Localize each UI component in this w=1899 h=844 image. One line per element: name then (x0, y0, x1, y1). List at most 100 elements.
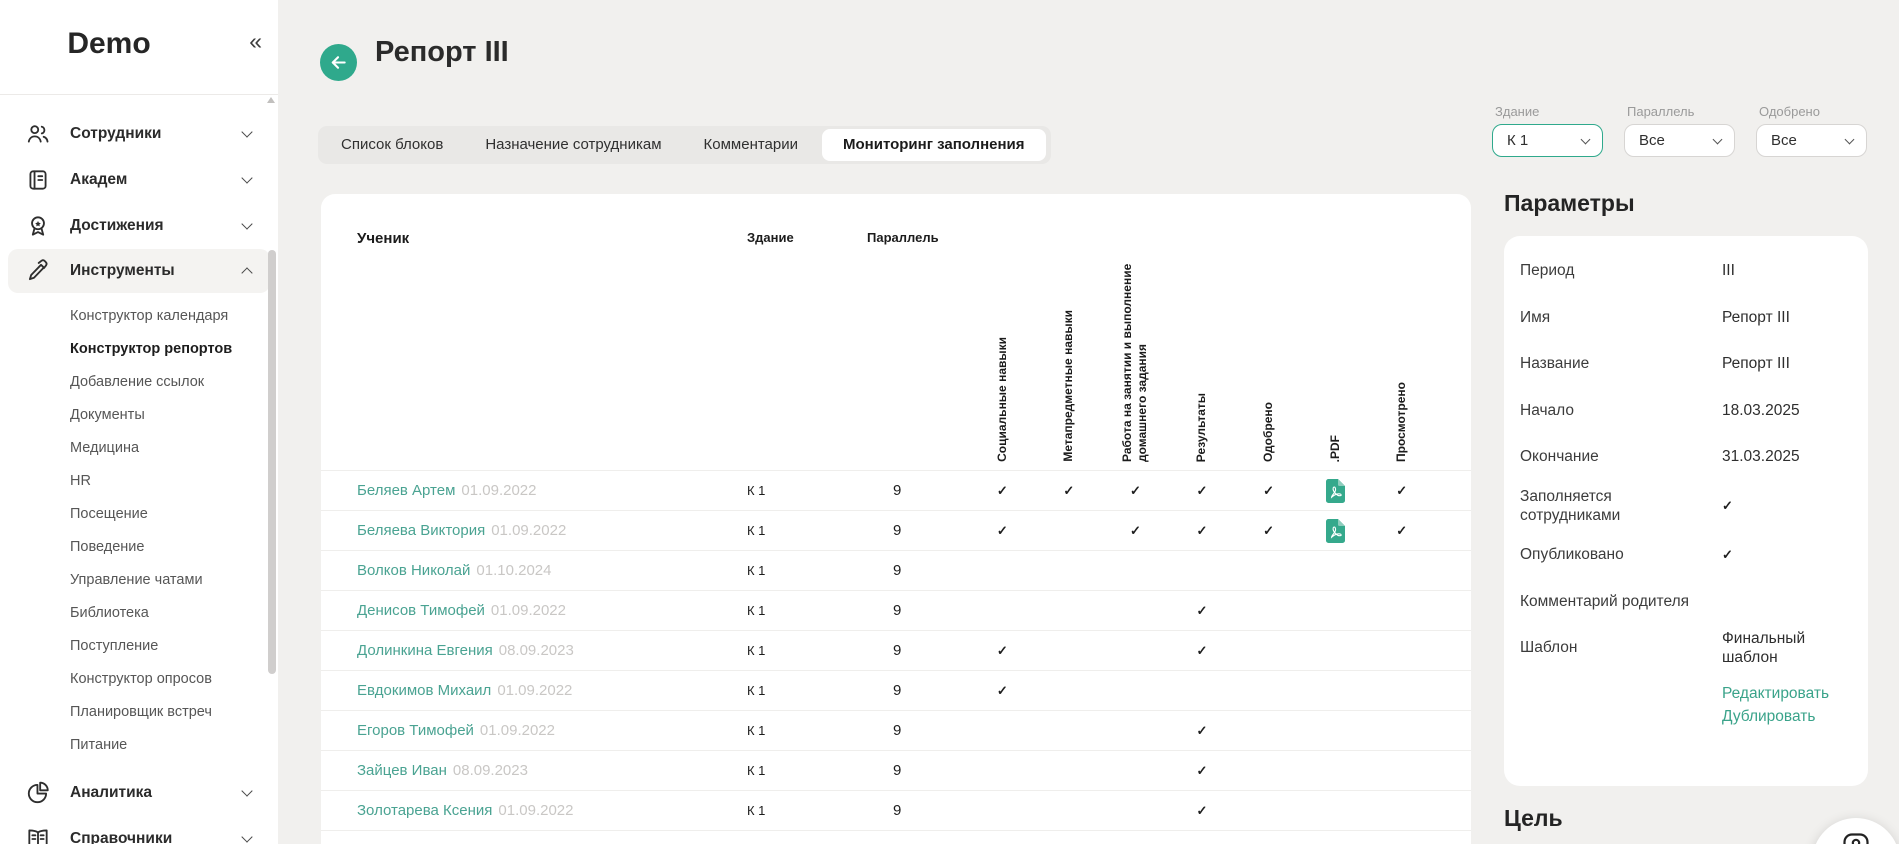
check-cell: ✓ (1169, 722, 1236, 740)
param-row: Название Репорт III (1520, 341, 1848, 388)
sidebar-subitem[interactable]: Медицина (70, 440, 140, 456)
param-action-link[interactable]: Дублировать (1722, 707, 1816, 725)
check-cell: ✓ (1036, 482, 1103, 500)
column-header-rotated: Метапредметные навыки (1036, 194, 1103, 470)
building-cell: К 1 (747, 683, 766, 698)
student-name-link[interactable]: Егоров Тимофей (357, 722, 474, 739)
sidebar-subitem[interactable]: HR (70, 473, 91, 489)
enrollment-date: 01.09.2022 (498, 802, 574, 819)
enrollment-date: 01.09.2022 (490, 602, 566, 619)
viewed-cell: ✓ (1368, 482, 1435, 500)
tab[interactable]: Мониторинг заполнения (822, 129, 1046, 161)
tab[interactable]: Список блоков (341, 136, 444, 153)
param-row: Период III (1520, 248, 1848, 295)
sidebar-item-employees[interactable]: Сотрудники (0, 111, 278, 157)
scrollbar-up-arrow[interactable] (267, 97, 275, 103)
check-cell: ✓ (969, 482, 1036, 500)
table-body: Беляев Артем 01.09.2022 К 1 9 ✓ ✓ ✓ ✓ ✓ ✓ Беляева … (321, 470, 1471, 844)
param-value: 31.03.2025 (1722, 448, 1800, 466)
checkmark-icon: ✓ (1196, 802, 1208, 818)
pdf-file-icon[interactable] (1325, 518, 1345, 543)
pdf-file-icon[interactable] (1325, 478, 1345, 503)
sidebar-item-label: Академ (70, 171, 128, 188)
sidebar-collapse-button[interactable]: « (249, 28, 262, 54)
table-row: Денисов Тимофей 01.09.2022 К 1 9 ✓ (321, 590, 1471, 630)
checkmark-icon: ✓ (1263, 482, 1275, 498)
param-action-link[interactable]: Редактировать (1722, 684, 1830, 702)
sidebar-subitem[interactable]: Конструктор опросов (70, 671, 212, 687)
filter-select[interactable]: Все (1756, 124, 1867, 157)
building-cell: К 1 (747, 483, 766, 498)
sidebar-subitem[interactable]: Посещение (70, 506, 148, 522)
student-name-link[interactable]: Волков Николай (357, 562, 471, 579)
tools-submenu: Конструктор календаря Конструктор репорто… (0, 293, 278, 770)
sidebar-subitem[interactable]: Добавление ссылок (70, 374, 205, 390)
back-button[interactable] (320, 44, 357, 81)
sidebar-item-label: Сотрудники (70, 125, 162, 142)
sidebar-subitem[interactable]: Конструктор календаря (70, 308, 229, 324)
checkmark-icon: ✓ (1396, 482, 1408, 498)
sidebar-item-academ[interactable]: Академ (0, 157, 278, 203)
student-name-link[interactable]: Иванов Тимофей (357, 842, 477, 844)
param-label: Начало (1520, 401, 1575, 419)
checkmark-icon: ✓ (1129, 482, 1141, 498)
param-row: Имя Репорт III (1520, 295, 1848, 342)
parallel-cell: 9 (893, 602, 902, 619)
sidebar-item-analytics[interactable]: Аналитика (0, 770, 278, 816)
sidebar-item-directories[interactable]: Справочники (0, 816, 278, 844)
student-name-link[interactable]: Долинкина Евгения (357, 642, 493, 659)
student-name-link[interactable]: Денисов Тимофей (357, 602, 485, 619)
column-header-parallel: Параллель (867, 230, 939, 245)
student-name-link[interactable]: Золотарева Ксения (357, 802, 493, 819)
table-row: Евдокимов Михаил 01.09.2022 К 1 9 ✓ (321, 670, 1471, 710)
sidebar-nav: Сотрудники Академ Достижения Инструменты… (0, 95, 278, 844)
support-chat-button[interactable] (1812, 818, 1899, 844)
sidebar-item-achievements[interactable]: Достижения (0, 203, 278, 249)
student-cell: Волков Николай 01.10.2024 (357, 562, 747, 579)
tab[interactable]: Назначение сотрудникам (485, 136, 662, 153)
sidebar-subitem[interactable]: Управление чатами (70, 572, 203, 588)
filter-select[interactable]: Все (1624, 124, 1735, 157)
param-label: Период (1520, 262, 1575, 280)
sidebar-subitem[interactable]: Поступление (70, 638, 159, 654)
checkmark-icon: ✓ (996, 482, 1008, 498)
check-cell: ✓ (1235, 482, 1302, 500)
checkmark-icon: ✓ (1396, 522, 1408, 538)
param-row: Заполняется сотрудниками ✓ (1520, 481, 1848, 533)
param-label: Заполняется сотрудниками (1520, 487, 1621, 525)
building-cell: К 1 (747, 523, 766, 538)
sidebar-subitem[interactable]: Документы (70, 407, 145, 423)
student-cell: Золотарева Ксения 01.09.2022 (357, 802, 747, 819)
building-cell: К 1 (747, 603, 766, 618)
student-name-link[interactable]: Зайцев Иван (357, 762, 447, 779)
checkmark-icon: ✓ (1196, 602, 1208, 618)
column-header-rotated: Социальные навыки (969, 194, 1036, 470)
student-name-link[interactable]: Беляева Виктория (357, 522, 486, 539)
table-row: Долинкина Евгения 08.09.2023 К 1 9 ✓ ✓ (321, 630, 1471, 670)
checkmark-icon: ✓ (1196, 762, 1208, 778)
table-row: Зайцев Иван 08.09.2023 К 1 9 ✓ (321, 750, 1471, 790)
sidebar-subitem[interactable]: Поведение (70, 539, 145, 555)
table-header: Ученик Здание Параллель Социальные навык… (321, 194, 1471, 470)
param-value: Репорт III (1722, 355, 1790, 373)
building-cell: К 1 (747, 563, 766, 578)
enrollment-date: 01.09.2022 (491, 522, 567, 539)
column-header-rotated: Работа на занятии и выполнение домашнего… (1102, 194, 1169, 470)
param-label: Имя (1520, 308, 1551, 326)
sidebar-item-tools[interactable]: Инструменты (8, 249, 270, 293)
param-row: Окончание 31.03.2025 (1520, 434, 1848, 481)
parallel-cell: 9 (893, 522, 902, 539)
filters-row: Здание К 1 Параллель Все Одобрено Все (1492, 104, 1867, 157)
sidebar-subitem[interactable]: Планировщик встреч (70, 704, 212, 720)
sidebar-subitem[interactable]: Библиотека (70, 605, 149, 621)
student-name-link[interactable]: Беляев Артем (357, 482, 456, 499)
sidebar-scrollbar-thumb[interactable] (268, 250, 276, 674)
support-chat-icon (1843, 833, 1869, 844)
student-name-link[interactable]: Евдокимов Михаил (357, 682, 492, 699)
sidebar-subitem[interactable]: Конструктор репортов (70, 341, 233, 357)
column-header-building: Здание (747, 230, 794, 245)
tab[interactable]: Комментарии (703, 136, 798, 153)
filter-select[interactable]: К 1 (1492, 124, 1603, 157)
sidebar-subitem[interactable]: Питание (70, 737, 128, 753)
param-value: ✓ (1722, 547, 1733, 563)
